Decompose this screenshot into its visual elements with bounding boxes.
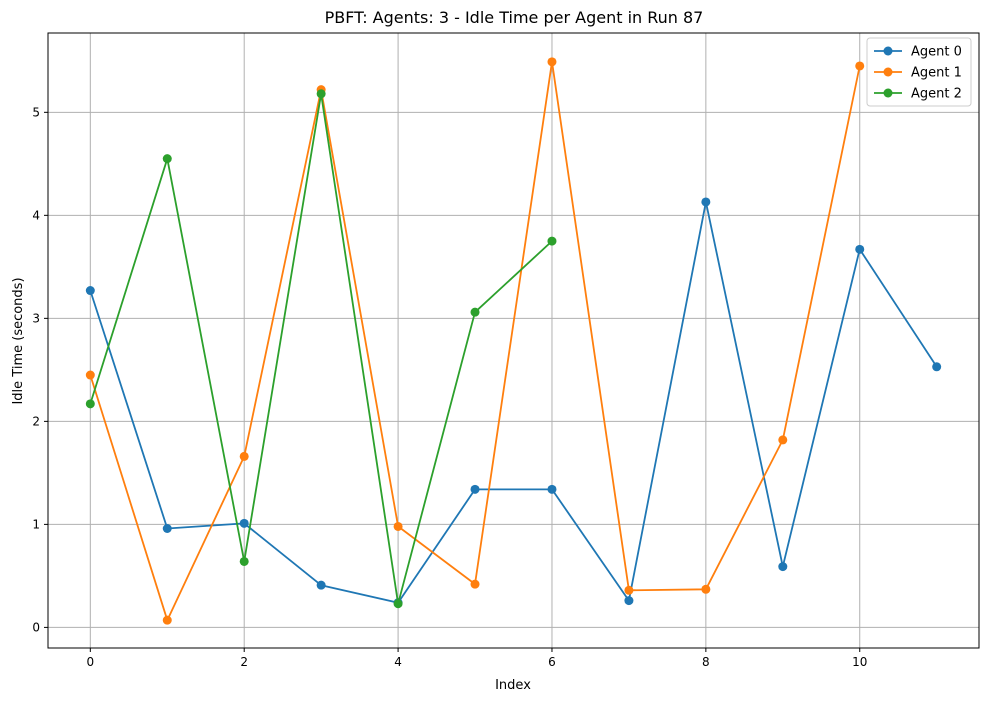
data-point	[855, 244, 865, 254]
data-point	[778, 562, 788, 572]
x-tick-label: 8	[702, 655, 710, 669]
x-tick-label: 6	[548, 655, 556, 669]
x-tick-label: 0	[86, 655, 94, 669]
x-axis-label: Index	[495, 678, 531, 693]
data-point	[162, 154, 172, 164]
data-point	[393, 599, 403, 609]
data-point	[316, 89, 326, 99]
data-point	[85, 286, 95, 296]
data-point	[162, 524, 172, 534]
data-point	[624, 585, 634, 595]
y-tick-label: 3	[32, 311, 40, 325]
series-1	[85, 57, 865, 625]
data-point	[778, 435, 788, 445]
x-tick-label: 10	[852, 655, 867, 669]
data-point	[547, 236, 557, 246]
series-2	[85, 89, 557, 609]
series-line	[89, 60, 861, 622]
legend: Agent 0 Agent 1 Agent 2	[866, 37, 972, 107]
y-tick-label: 1	[32, 517, 40, 531]
series-layer	[85, 57, 942, 625]
data-point	[701, 197, 711, 207]
data-point	[162, 615, 172, 625]
data-point	[85, 370, 95, 380]
legend-label: Agent 1	[911, 66, 962, 81]
data-point	[239, 556, 249, 566]
data-point	[470, 579, 480, 589]
y-tick-label: 5	[32, 105, 40, 119]
series-line	[89, 200, 938, 604]
data-point	[855, 61, 865, 71]
y-axis-label: Idle Time (seconds)	[11, 277, 26, 404]
x-tick-label: 2	[240, 655, 248, 669]
grid	[48, 33, 979, 648]
legend-marker	[883, 67, 893, 77]
y-tick-label: 4	[32, 208, 40, 222]
data-point	[470, 484, 480, 494]
data-point	[239, 451, 249, 461]
legend-marker	[883, 46, 893, 56]
data-point	[393, 521, 403, 531]
data-point	[239, 518, 249, 528]
legend-label: Agent 0	[911, 45, 962, 60]
plot-frame	[47, 32, 980, 649]
legend-box	[866, 37, 972, 107]
data-point	[470, 307, 480, 317]
data-point	[701, 584, 711, 594]
ticks: 0 2 4 6 8 10 0 1 2 3 4 5	[32, 105, 867, 669]
x-tick-label: 4	[394, 655, 402, 669]
data-point	[547, 57, 557, 67]
chart-title: PBFT: Agents: 3 - Idle Time per Agent in…	[325, 8, 704, 27]
data-point	[316, 580, 326, 590]
legend-label: Agent 2	[911, 87, 962, 102]
y-tick-label: 2	[32, 414, 40, 428]
data-point	[547, 484, 557, 494]
y-tick-label: 0	[32, 620, 40, 634]
series-0	[85, 197, 942, 608]
data-point	[932, 362, 942, 372]
data-point	[624, 596, 634, 606]
legend-marker	[883, 88, 893, 98]
data-point	[85, 399, 95, 409]
